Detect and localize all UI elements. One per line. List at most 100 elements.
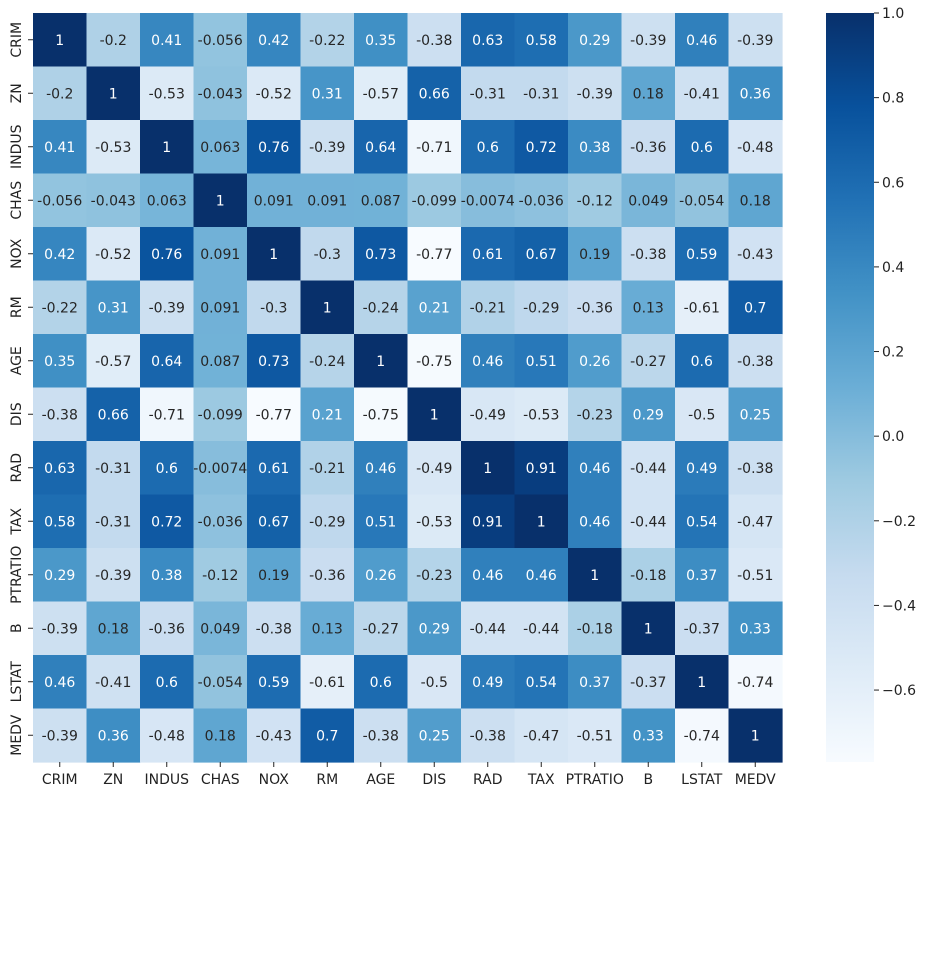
cell-value-label: -0.57	[95, 354, 131, 370]
cell-value-label: 0.6	[370, 675, 392, 691]
heatmap-cell	[568, 120, 623, 175]
heatmap-cell	[300, 494, 355, 549]
cell-value-label: -0.36	[309, 568, 345, 584]
cell-value-label: -0.39	[630, 33, 666, 49]
cell-value-label: -0.043	[91, 193, 136, 209]
heatmap-cell	[675, 441, 730, 496]
cell-value-label: 0.49	[472, 675, 503, 691]
heatmap-cell	[728, 173, 783, 228]
cell-value-label: -0.099	[198, 407, 243, 423]
heatmap-cell	[728, 334, 783, 389]
heatmap-cell	[407, 13, 462, 68]
heatmap-cell	[140, 66, 195, 121]
heatmap-cell	[407, 227, 462, 282]
cell-value-label: 0.42	[44, 247, 75, 263]
heatmap-cell	[33, 227, 88, 282]
cell-value-label: -0.036	[519, 193, 564, 209]
heatmap-cell	[675, 708, 730, 763]
cell-value-label: 0.38	[579, 140, 610, 156]
heatmap-cell	[33, 280, 88, 335]
cell-value-label: 0.46	[686, 33, 717, 49]
cell-value-label: -0.39	[95, 568, 131, 584]
colorbar-gradient	[826, 13, 874, 762]
cell-value-label: -0.31	[95, 514, 131, 530]
cell-value-label: -0.44	[470, 621, 506, 637]
heatmap-cell	[621, 227, 676, 282]
y-tick-label: ZN	[9, 83, 25, 103]
heatmap-cell	[247, 280, 302, 335]
heatmap-cell	[621, 601, 676, 656]
cell-value-label: 0.6	[156, 461, 178, 477]
heatmap-cell	[728, 708, 783, 763]
heatmap-cell	[568, 441, 623, 496]
cell-value-label: 0.29	[419, 621, 450, 637]
heatmap-cell	[514, 601, 569, 656]
cell-value-label: 0.049	[200, 621, 240, 637]
heatmap-cell	[621, 280, 676, 335]
heatmap-cell	[461, 173, 516, 228]
x-tick-label: NOX	[259, 772, 290, 788]
heatmap-cell	[33, 387, 88, 442]
heatmap-cell	[140, 173, 195, 228]
heatmap-cell	[140, 708, 195, 763]
y-tick-label: TAX	[9, 508, 25, 536]
cell-value-label: 0.72	[526, 140, 557, 156]
cell-value-label: -0.12	[577, 193, 613, 209]
heatmap-cell	[193, 280, 248, 335]
x-axis: CRIM ZN INDUS CHAS NOX RM AGE DIS RAD TAX PTRATIO B…	[42, 762, 776, 788]
heatmap-cell	[247, 708, 302, 763]
colorbar-tick-label: −0.6	[882, 683, 916, 699]
cell-value-label: 0.46	[579, 514, 610, 530]
heatmap-cell	[86, 173, 141, 228]
cell-value-label: -0.18	[630, 568, 666, 584]
cell-value-label: -0.5	[421, 675, 448, 691]
heatmap-cell	[300, 655, 355, 710]
cell-value-label: 0.46	[44, 675, 75, 691]
heatmap-cell	[407, 708, 462, 763]
cell-value-label: -0.054	[198, 675, 243, 691]
cell-value-label: 0.33	[740, 621, 771, 637]
heatmap-cell	[514, 120, 569, 175]
heatmap-cell	[514, 334, 569, 389]
cell-value-label: 0.46	[526, 568, 557, 584]
cell-value-label: 0.21	[419, 300, 450, 316]
cell-value-label: 0.46	[472, 354, 503, 370]
heatmap-cell	[86, 601, 141, 656]
heatmap-cell	[675, 280, 730, 335]
cell-value-label: 0.51	[365, 514, 396, 530]
heatmap-cell	[193, 601, 248, 656]
heatmap-cell	[300, 227, 355, 282]
heatmap-cell	[568, 280, 623, 335]
cell-value-label: -0.27	[363, 621, 399, 637]
heatmap-cell	[514, 494, 569, 549]
cell-value-label: 0.6	[691, 140, 713, 156]
cell-value-label: -0.29	[523, 300, 559, 316]
cell-value-label: -0.054	[679, 193, 724, 209]
heatmap-cell	[33, 441, 88, 496]
cell-value-label: 0.6	[691, 354, 713, 370]
cell-value-label: -0.18	[577, 621, 613, 637]
cell-value-label: -0.38	[363, 728, 399, 744]
cell-value-label: 0.59	[258, 675, 289, 691]
y-tick-label: INDUS	[9, 124, 25, 169]
y-tick-label: DIS	[9, 402, 25, 426]
cell-value-label: 0.31	[312, 86, 343, 102]
cell-value-label: 1	[483, 461, 492, 477]
cell-value-label: 1	[109, 86, 118, 102]
cell-value-label: -0.74	[737, 675, 773, 691]
cell-value-label: 0.41	[151, 33, 182, 49]
cell-value-label: 0.21	[312, 407, 343, 423]
heatmap-cell	[86, 494, 141, 549]
heatmap-cell	[675, 601, 730, 656]
heatmap-cell	[300, 66, 355, 121]
cell-value-label: -0.44	[523, 621, 559, 637]
heatmap-cell	[461, 280, 516, 335]
heatmap-cell	[728, 13, 783, 68]
heatmap-cell	[621, 173, 676, 228]
heatmap-cell	[407, 655, 462, 710]
cell-value-label: 0.13	[312, 621, 343, 637]
heatmap-cell	[407, 66, 462, 121]
cell-value-label: -0.2	[100, 33, 127, 49]
heatmap-cell	[407, 173, 462, 228]
heatmap-cell	[514, 227, 569, 282]
